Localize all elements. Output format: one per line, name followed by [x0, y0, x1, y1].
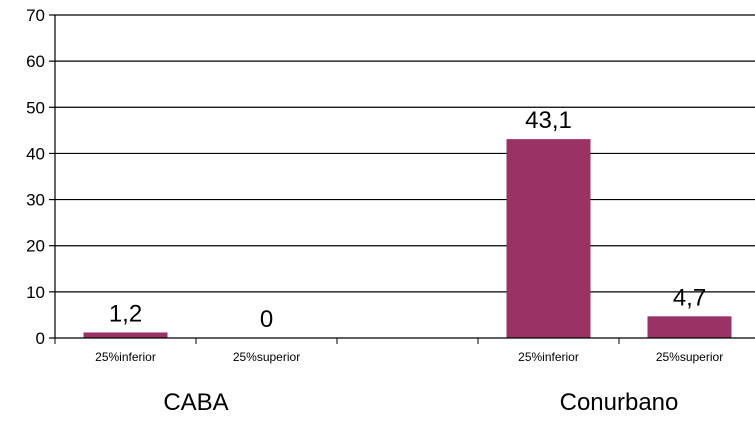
y-tick-label: 0 [36, 329, 45, 348]
x-category-label: 25%superior [656, 350, 723, 364]
x-category-label: 25%inferior [518, 350, 579, 364]
y-tick-label: 20 [26, 237, 45, 256]
bars [83, 139, 732, 338]
labels: 0 10 20 30 40 50 60 70 1,2 25%inferior 0 25%superio… [26, 6, 723, 416]
axes [49, 14, 755, 344]
y-tick-label: 50 [26, 98, 45, 117]
y-tick-label: 10 [26, 283, 45, 302]
x-category-label: 25%superior [233, 350, 300, 364]
group-label-conurbano: Conurbano [560, 389, 679, 416]
bar-2 [506, 139, 591, 338]
data-label: 1,2 [109, 300, 142, 327]
bar-0 [83, 332, 168, 338]
bar-3 [647, 316, 732, 338]
group-label-caba: CABA [163, 389, 228, 416]
y-tick-label: 60 [26, 52, 45, 71]
y-tick-label: 40 [26, 144, 45, 163]
data-label: 0 [260, 306, 273, 333]
y-tick-label: 30 [26, 191, 45, 210]
gridlines [55, 14, 755, 293]
y-tick-label: 70 [26, 6, 45, 25]
x-category-label: 25%inferior [95, 350, 156, 364]
data-label: 4,7 [673, 284, 706, 311]
data-label: 43,1 [525, 107, 572, 134]
